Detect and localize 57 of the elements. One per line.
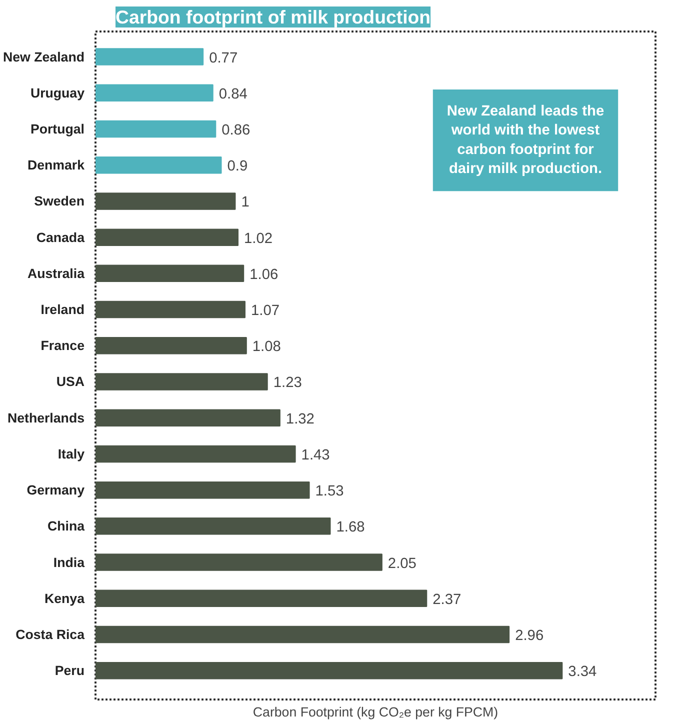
- y-tick-label: USA: [56, 374, 85, 390]
- bar: [96, 481, 310, 499]
- data-label: 1.02: [244, 230, 273, 247]
- data-label: 1.43: [301, 447, 330, 464]
- data-label: 1: [241, 194, 250, 211]
- y-tick-label: France: [40, 338, 85, 354]
- data-label: 0.86: [222, 122, 250, 138]
- y-tick-label: India: [53, 554, 86, 570]
- y-tick-label: Australia: [27, 266, 86, 281]
- bar: [96, 373, 268, 390]
- bar: [96, 120, 216, 138]
- bar: [96, 156, 222, 174]
- bar: [96, 626, 510, 644]
- x-axis-title: Carbon Footprint (kg CO₂e per kg FPCM): [252, 704, 498, 720]
- y-tick-label: Germany: [26, 482, 86, 498]
- data-label: 2.96: [515, 628, 544, 644]
- data-label: 3.34: [568, 664, 597, 680]
- y-tick-label: Uruguay: [30, 85, 86, 100]
- y-tick-label: Portugal: [30, 121, 85, 136]
- bar: [96, 264, 244, 282]
- y-tick-label: Denmark: [27, 158, 86, 173]
- data-label: 1.68: [336, 520, 365, 536]
- bar: [96, 662, 563, 680]
- y-tick-label: Costa Rica: [16, 627, 86, 642]
- bar: [96, 84, 214, 102]
- y-tick-label: Canada: [36, 230, 86, 245]
- bar: [96, 445, 296, 463]
- bar: [96, 554, 382, 571]
- data-label: 1.32: [286, 411, 314, 428]
- bar: [96, 337, 247, 354]
- y-tick-label: Kenya: [44, 590, 86, 606]
- bar: [96, 228, 239, 246]
- annotation: New Zealand leads the world with the lowest carbon footprint for dairy milk production.: [446, 104, 604, 178]
- bar: [96, 590, 428, 608]
- data-label: 0.9: [227, 158, 248, 175]
- data-label: 0.77: [209, 50, 238, 66]
- y-tick-label: Peru: [54, 663, 85, 678]
- y-tick-label: China: [47, 518, 86, 534]
- bar: [96, 409, 280, 426]
- data-label: 0.84: [218, 86, 248, 102]
- chart-title: Carbon footprint of milk production: [116, 6, 431, 28]
- y-tick-label: Sweden: [34, 194, 85, 209]
- data-label: 1.53: [315, 484, 344, 500]
- y-tick-label: Ireland: [40, 302, 85, 318]
- data-label: 1.08: [252, 339, 281, 356]
- y-tick-label: New Zealand: [3, 49, 85, 64]
- bar: [96, 48, 204, 66]
- data-label: 1.06: [250, 266, 278, 283]
- data-label: 2.37: [432, 592, 462, 608]
- y-tick-label: Netherlands: [7, 410, 85, 426]
- data-label: 1.23: [273, 375, 302, 392]
- data-label: 2.05: [388, 556, 416, 572]
- bar: [96, 192, 236, 210]
- y-tick-label: Italy: [58, 446, 86, 462]
- bar: [96, 518, 331, 535]
- bar: [96, 300, 246, 318]
- data-label: 1.07: [251, 303, 280, 320]
